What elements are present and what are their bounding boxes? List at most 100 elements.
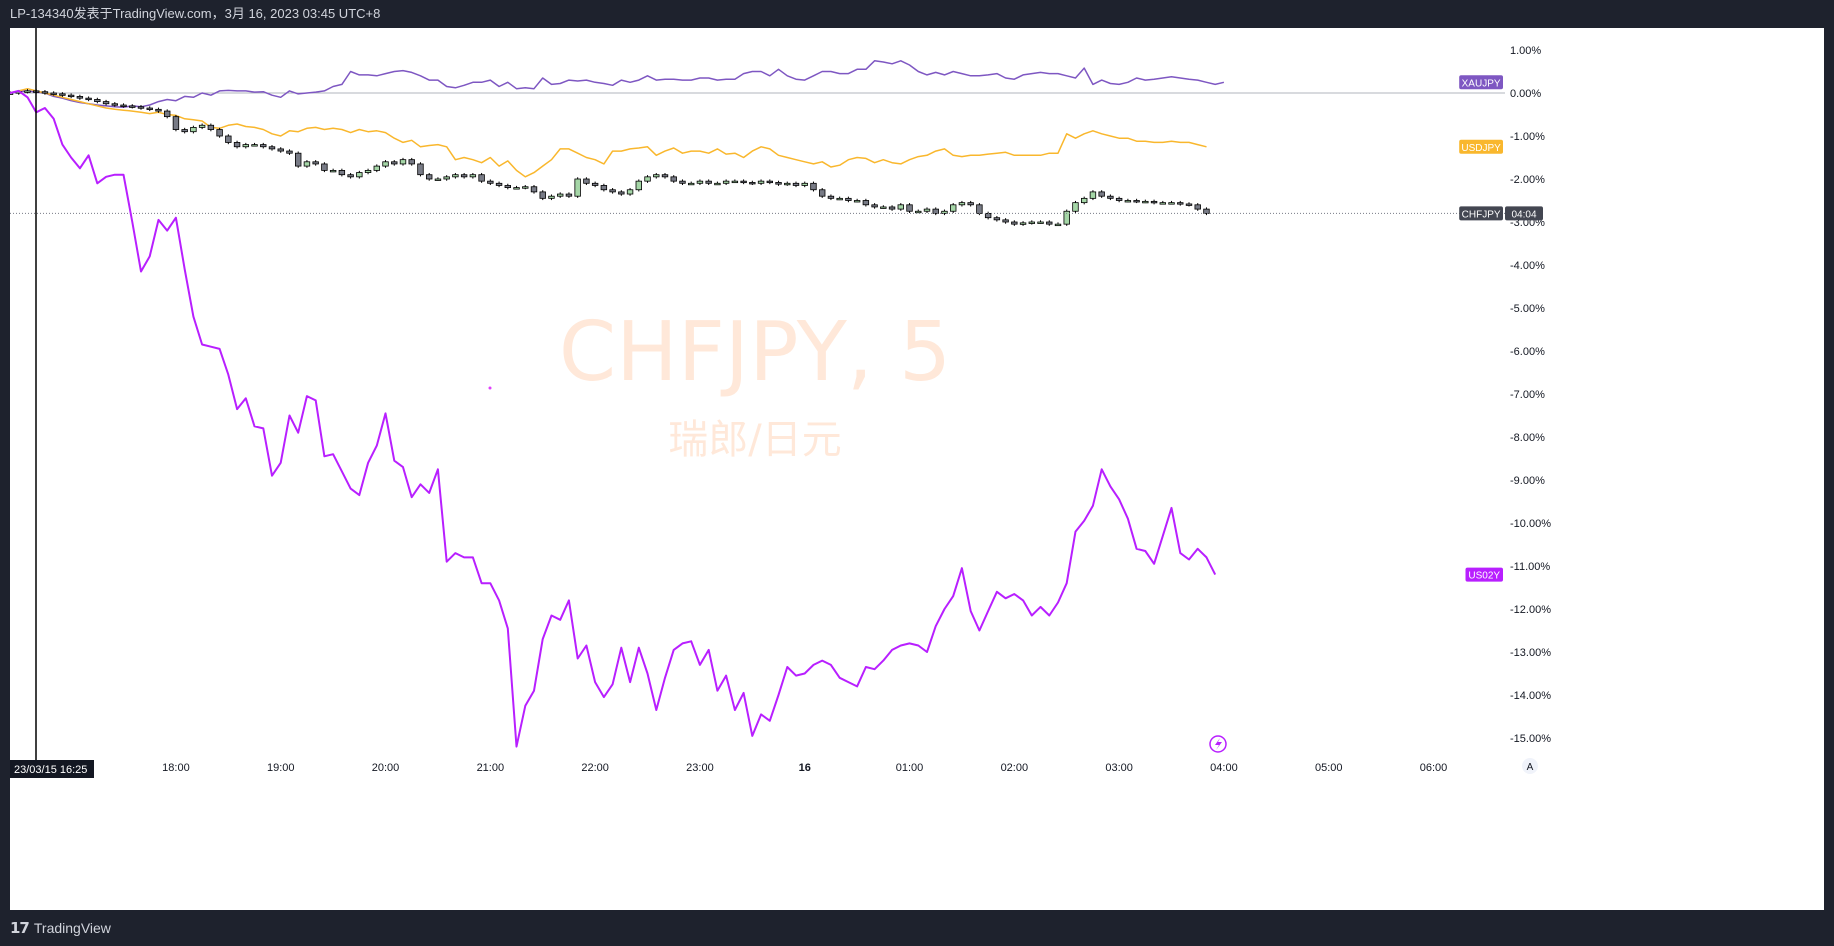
candle [696, 180, 704, 184]
candle [434, 178, 442, 181]
badge-bg [1459, 206, 1503, 221]
candle [338, 169, 346, 176]
candle [862, 200, 870, 206]
series-line-usdjpy[interactable] [10, 87, 1207, 178]
candle [1194, 204, 1201, 210]
chart-area[interactable]: CHFJPY, 5 瑞郎/日元 1.00% 0.00% -1.00% -2.00% -3… [10, 28, 1824, 910]
x-tick-label: 21:00 [477, 762, 505, 774]
candle [827, 195, 835, 199]
candle [24, 90, 31, 93]
candle [146, 107, 153, 110]
candle [425, 174, 433, 180]
auto-scale-button[interactable]: A [1522, 758, 1538, 774]
x-tick-label: 16 [799, 762, 811, 774]
candle [1107, 195, 1114, 199]
series-candles-chfjpy[interactable] [10, 89, 1210, 227]
candle [1002, 219, 1009, 223]
candle [801, 182, 808, 186]
lightning-icon[interactable] [1209, 735, 1227, 753]
x-tick-label: 18:00 [162, 762, 190, 774]
lightning-bolt [1215, 738, 1222, 750]
candle [382, 161, 389, 167]
axis-badge-us02y: US02Y [1465, 567, 1503, 582]
y-tick-label: -4.00% [1510, 260, 1545, 272]
lightning-circle [1209, 735, 1227, 753]
candle [557, 193, 564, 197]
candle [408, 159, 415, 165]
candle [120, 104, 127, 107]
candle [102, 101, 110, 105]
footer: 𝟭𝟳 TradingView [0, 910, 1834, 946]
candle [417, 163, 424, 176]
auto-scale-bg [1522, 758, 1538, 774]
candle [225, 135, 232, 143]
axis-badge-chfjpy: CHFJPY 04:04 [1459, 206, 1543, 221]
candle [618, 191, 625, 195]
candle [609, 189, 616, 193]
candle [129, 105, 136, 108]
y-tick-label: -11.00% [1510, 561, 1550, 573]
chart-caption: LP-134340发表于TradingView.com，3月 16, 2023 … [10, 6, 381, 21]
candle [198, 124, 206, 128]
candle [487, 180, 494, 184]
candle [172, 116, 180, 130]
candle [653, 174, 660, 178]
candle [644, 176, 651, 182]
candle [871, 204, 878, 208]
candle [888, 206, 896, 210]
candle [347, 174, 354, 178]
y-tick-label: -2.00% [1510, 174, 1545, 186]
candle [836, 197, 843, 201]
candle [714, 182, 721, 186]
candle [94, 99, 101, 102]
chart-svg[interactable]: CHFJPY, 5 瑞郎/日元 1.00%0.00%-1.00%-2.00%-3… [10, 28, 1824, 910]
watermark-description: 瑞郎/日元 [668, 417, 841, 463]
x-axis[interactable]: 17:0018:0019:0020:0021:0022:0023:001601:… [57, 762, 1447, 774]
candle [688, 182, 695, 186]
candle [984, 212, 992, 219]
badge-label: XAUJPY [1462, 78, 1501, 89]
candle [722, 180, 730, 184]
candle [1185, 203, 1193, 206]
candle [76, 96, 84, 99]
candle [452, 174, 459, 178]
series-line-xaujpy[interactable] [10, 60, 1225, 108]
candle [635, 180, 642, 191]
badge-label: US02Y [1468, 571, 1500, 582]
candle [356, 172, 363, 178]
crosshair-time-badge: 23/03/15 16:25 [10, 760, 94, 778]
y-tick-label: 1.00% [1510, 45, 1541, 57]
candle [469, 174, 477, 178]
candle [460, 174, 468, 178]
candle [819, 189, 826, 197]
candle [941, 210, 948, 214]
candle [548, 195, 555, 199]
y-tick-label: -1.00% [1510, 131, 1545, 143]
candle [661, 174, 669, 178]
axis-badge-xaujpy: XAUJPY [1459, 75, 1503, 90]
series-line-us02y[interactable] [10, 89, 1217, 748]
tradingview-logo-icon[interactable]: 𝟭𝟳 [10, 920, 30, 937]
candle [574, 178, 581, 197]
crosshair-badge-bg [10, 760, 94, 778]
tradingview-logo-text[interactable]: TradingView [33, 920, 111, 936]
candle [906, 204, 913, 212]
candle [137, 106, 145, 109]
y-tick-label: -14.00% [1510, 690, 1551, 702]
candle [1046, 221, 1053, 225]
candle [163, 110, 171, 118]
candle [242, 144, 249, 148]
y-tick-label: -8.00% [1510, 432, 1545, 444]
y-tick-label: 0.00% [1510, 88, 1541, 100]
y-tick-label: -10.00% [1510, 518, 1551, 530]
candle [207, 124, 215, 130]
candle [329, 169, 337, 173]
marker-dot [488, 386, 492, 390]
x-tick-label: 06:00 [1420, 762, 1448, 774]
candle [321, 163, 328, 171]
countdown-bg [1505, 206, 1543, 221]
candle [1037, 221, 1044, 224]
x-tick-label: 23:00 [686, 762, 714, 774]
y-axis[interactable]: 1.00%0.00%-1.00%-2.00%-3.00%-4.00%-5.00%… [1510, 45, 1551, 745]
y-tick-label: -13.00% [1510, 647, 1551, 659]
